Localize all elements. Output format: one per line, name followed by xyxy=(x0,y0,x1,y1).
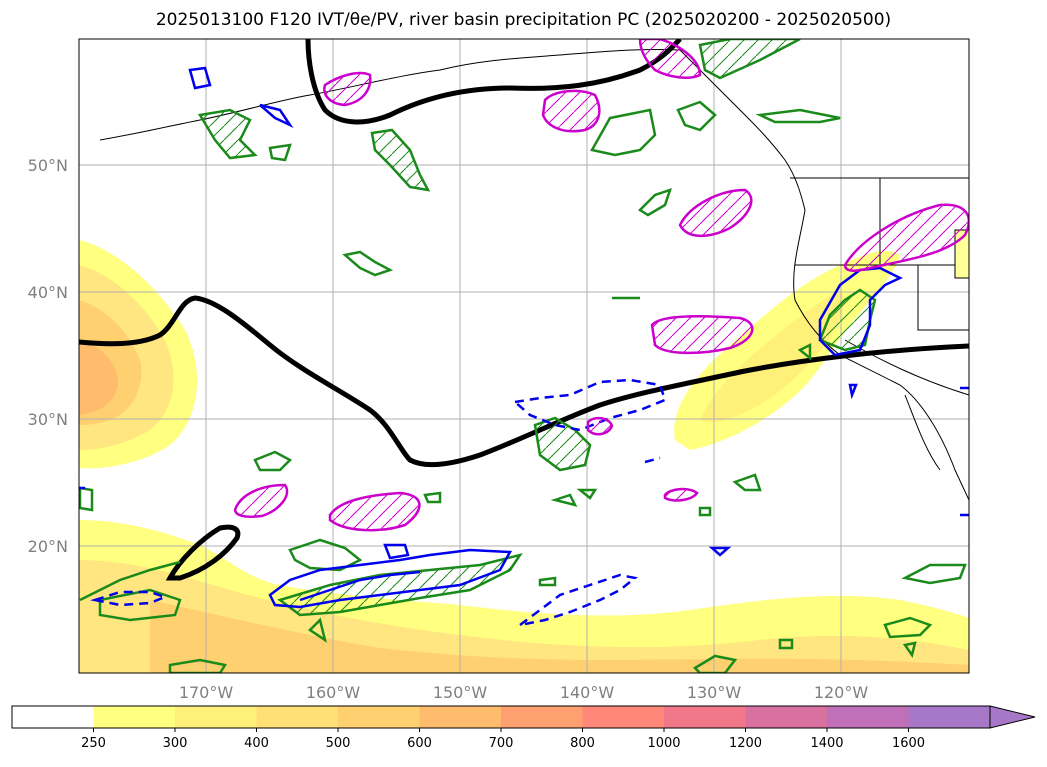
theta-e-contour xyxy=(79,39,969,581)
colorbar-tick-label: 1600 xyxy=(892,736,925,751)
colorbar-tick-label: 400 xyxy=(244,736,269,751)
lon-tick-label: 120°W xyxy=(814,683,869,702)
lat-tick-labels: 50°N 40°N 30°N 20°N xyxy=(28,156,68,556)
colorbar-segment xyxy=(256,706,339,728)
precip-pc-regions xyxy=(233,39,969,532)
colorbar-segment xyxy=(664,706,746,728)
colorbar-tick-label: 600 xyxy=(407,736,432,751)
lon-tick-labels: 170°W 160°W 150°W 140°W 130°W 120°W xyxy=(179,683,869,702)
colorbar-segment xyxy=(419,706,502,728)
colorbar-tick-label: 250 xyxy=(81,736,106,751)
colorbar-segment xyxy=(908,706,991,728)
colorbar-segment xyxy=(827,706,909,728)
colorbar-tick-label: 1200 xyxy=(729,736,762,751)
map-frame xyxy=(78,38,970,674)
colorbar-tick-label: 800 xyxy=(570,736,595,751)
colorbar-tick-label: 500 xyxy=(326,736,351,751)
colorbar-tick-label: 1000 xyxy=(647,736,680,751)
colorbar-segment xyxy=(12,706,94,728)
colorbar-extend-arrow xyxy=(989,705,1036,729)
colorbar-segment xyxy=(338,706,420,728)
gridlines xyxy=(79,39,969,673)
lon-tick-label: 130°W xyxy=(687,683,742,702)
pv-contours-blue-dashed xyxy=(90,378,667,627)
colorbar-tick-label: 300 xyxy=(163,736,188,751)
lat-tick-label: 30°N xyxy=(28,410,68,429)
colorbar-segment xyxy=(93,706,176,728)
lat-tick-label: 20°N xyxy=(28,537,68,556)
colorbar-segment xyxy=(175,706,257,728)
lon-tick-label: 140°W xyxy=(560,683,615,702)
lat-tick-label: 40°N xyxy=(28,283,68,302)
pv-contours-blue xyxy=(79,66,969,609)
lon-tick-label: 170°W xyxy=(179,683,234,702)
colorbar-tick-label: 1400 xyxy=(810,736,843,751)
colorbar-segment xyxy=(745,706,828,728)
colorbar-segment xyxy=(582,706,665,728)
colorbar-tick-label: 700 xyxy=(489,736,514,751)
lon-tick-label: 150°W xyxy=(433,683,488,702)
colorbar-segment xyxy=(501,706,583,728)
lon-tick-label: 160°W xyxy=(306,683,361,702)
chart-title: 2025013100 F120 IVT/θe/PV, river basin p… xyxy=(155,10,892,30)
colorbar: 250 300 400 500 600 700 800 1000 1200 1400 1600 xyxy=(11,705,1036,751)
lat-tick-label: 50°N xyxy=(28,156,68,175)
